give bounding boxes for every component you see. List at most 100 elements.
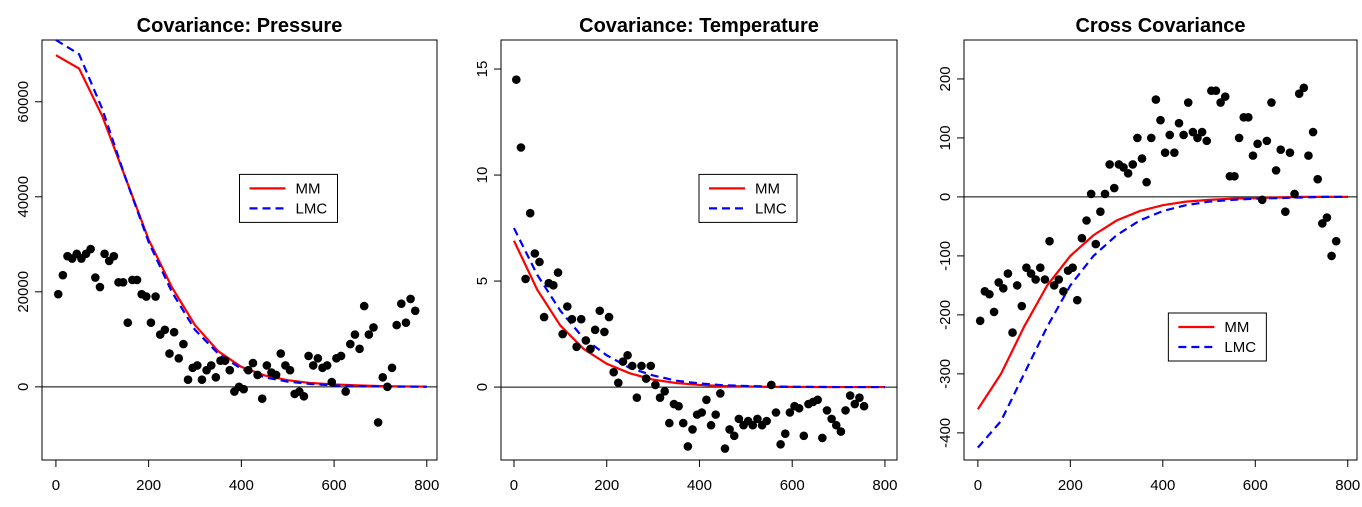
y-tick-label: 20000 <box>15 271 32 313</box>
legend-label: MM <box>1224 319 1249 336</box>
point <box>1216 98 1225 107</box>
point <box>720 444 730 453</box>
point <box>341 387 350 396</box>
point <box>1082 216 1091 225</box>
point <box>553 268 563 277</box>
point <box>609 367 618 377</box>
point <box>985 289 994 299</box>
point <box>1174 118 1184 128</box>
point <box>271 370 281 380</box>
x-tick-label: 600 <box>322 477 347 494</box>
point <box>327 377 337 387</box>
point <box>257 394 267 404</box>
point <box>637 361 646 371</box>
point <box>369 323 378 332</box>
point <box>206 361 216 370</box>
point <box>697 408 707 417</box>
point <box>383 382 392 392</box>
point <box>1170 148 1179 157</box>
point <box>1049 281 1059 290</box>
point <box>299 392 309 401</box>
chart-title: Cross Covariance <box>1075 15 1245 37</box>
point <box>572 342 581 352</box>
x-tick-label: 400 <box>229 477 254 494</box>
point <box>373 418 383 427</box>
point <box>1257 195 1267 205</box>
point <box>1322 213 1332 222</box>
point <box>304 351 313 361</box>
point <box>1119 163 1128 172</box>
point <box>1304 151 1313 160</box>
point <box>762 416 772 426</box>
point <box>785 408 795 417</box>
point <box>1035 263 1045 272</box>
point <box>576 314 586 324</box>
y-tick-label: 40000 <box>15 176 32 218</box>
point <box>1211 86 1221 96</box>
point <box>794 403 804 413</box>
point <box>1253 139 1262 149</box>
point <box>836 427 846 436</box>
point <box>1133 133 1142 143</box>
point <box>169 327 179 337</box>
point <box>1146 133 1156 143</box>
point <box>179 339 188 349</box>
point <box>1022 263 1031 272</box>
point <box>590 325 600 335</box>
point <box>53 289 63 299</box>
legend-label: LMC <box>296 200 328 217</box>
point <box>994 278 1003 287</box>
point <box>1109 183 1119 193</box>
y-tick-label: 0 <box>15 383 32 391</box>
point <box>211 373 221 382</box>
point <box>1068 263 1077 272</box>
point <box>1059 286 1068 296</box>
point <box>855 393 864 402</box>
point <box>771 408 781 417</box>
point <box>706 420 716 430</box>
x-tick-label: 400 <box>687 477 712 494</box>
point <box>646 361 656 371</box>
point <box>359 301 369 311</box>
point <box>244 365 253 375</box>
chart-title: Covariance: Temperature <box>579 15 819 37</box>
point <box>322 361 332 370</box>
point <box>91 273 100 282</box>
point <box>285 365 295 375</box>
x-tick-label: 0 <box>510 477 518 494</box>
point <box>827 414 836 424</box>
point <box>678 418 688 428</box>
point <box>313 354 323 363</box>
point <box>525 208 535 218</box>
y-tick-label: 100 <box>937 125 954 150</box>
point <box>674 401 683 411</box>
point <box>1276 145 1286 155</box>
point <box>1202 136 1212 146</box>
point <box>1262 136 1272 146</box>
point <box>220 356 230 366</box>
point <box>989 307 999 317</box>
point <box>1294 89 1304 98</box>
point <box>410 306 420 316</box>
point <box>1318 219 1327 228</box>
x-tick-label: 600 <box>780 477 805 494</box>
point <box>1188 127 1198 137</box>
point <box>401 318 411 327</box>
legend-box <box>1167 312 1267 362</box>
point <box>1086 189 1096 199</box>
point <box>841 406 850 415</box>
y-tick-label: -100 <box>937 241 954 271</box>
y-tick-label: 0 <box>937 193 954 201</box>
point <box>813 395 823 405</box>
point <box>1045 236 1054 246</box>
chart-title: Covariance: Pressure <box>137 15 343 37</box>
point <box>655 393 665 402</box>
point <box>734 414 744 424</box>
point <box>725 425 734 434</box>
point <box>308 361 318 370</box>
point <box>1077 233 1087 243</box>
y-tick-label: -200 <box>937 300 954 330</box>
point <box>1290 189 1299 199</box>
legend-label: MM <box>296 180 321 197</box>
point <box>239 384 248 394</box>
